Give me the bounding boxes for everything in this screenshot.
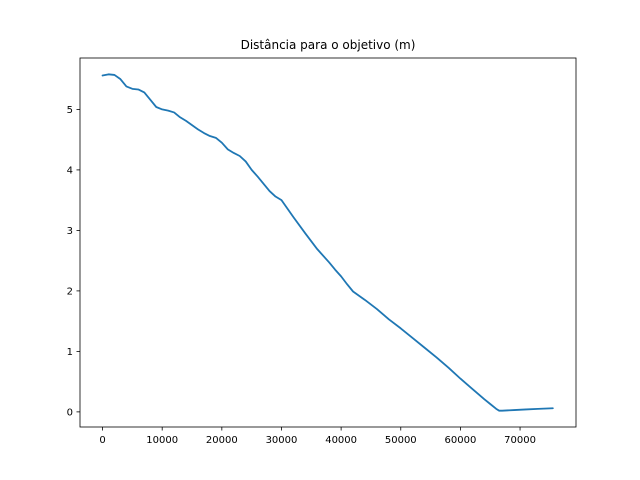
- y-axis: 0 1 2 3 4 5: [67, 105, 80, 418]
- x-tick-label: 30000: [266, 435, 298, 446]
- x-axis: 0 10000 20000 30000 40000 50000 60000 70000: [99, 427, 536, 446]
- chart-title: Distância para o objetivo (m): [241, 38, 416, 52]
- x-tick-label: 20000: [206, 435, 238, 446]
- y-tick-label: 0: [67, 407, 73, 418]
- series-layer: [101, 73, 554, 412]
- x-tick-label: 60000: [445, 435, 477, 446]
- x-tick-label: 40000: [325, 435, 357, 446]
- x-tick-label: 70000: [504, 435, 536, 446]
- series-line: [101, 73, 554, 412]
- y-tick-label: 4: [67, 165, 73, 176]
- y-tick-label: 2: [67, 286, 73, 297]
- y-tick-label: 5: [67, 105, 73, 116]
- y-tick-label: 1: [67, 347, 73, 358]
- axes-frame: [79, 57, 577, 428]
- y-tick-label: 3: [67, 226, 73, 237]
- x-tick-label: 50000: [385, 435, 417, 446]
- plot-area: [79, 57, 577, 428]
- x-tick-label: 0: [99, 435, 105, 446]
- x-tick-label: 10000: [146, 435, 178, 446]
